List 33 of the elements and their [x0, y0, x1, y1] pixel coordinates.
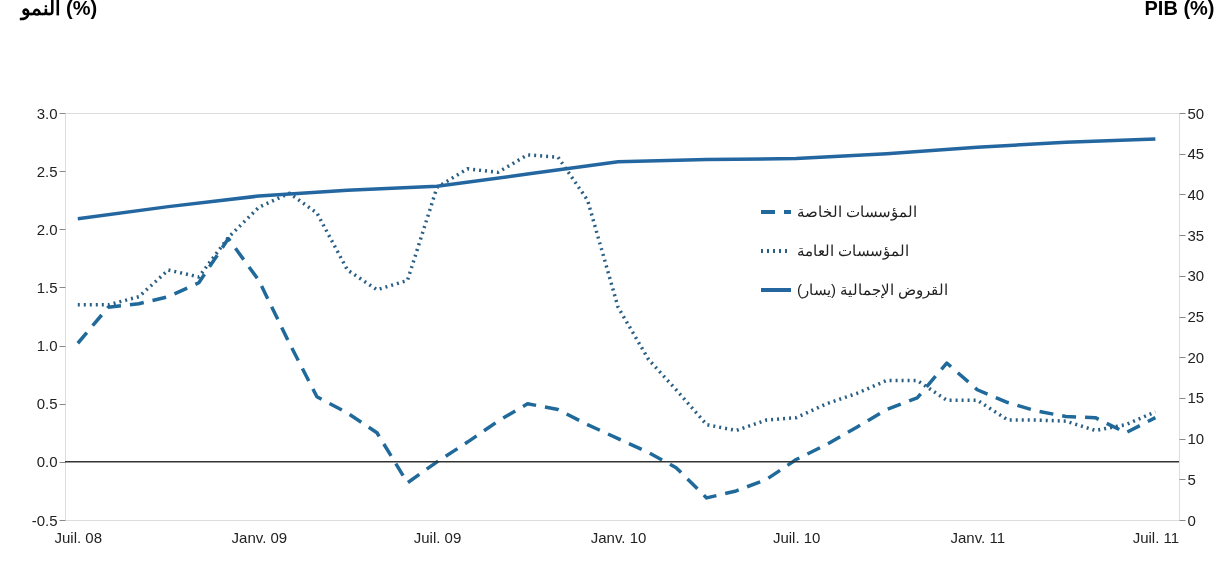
y-tick-label: 0.5 [36, 395, 58, 413]
x-tick-label: Juil. 08 [54, 528, 103, 546]
y-tick-label: 3.0 [36, 104, 58, 122]
legend-label: القروض الإجمالية (يسار) [797, 281, 949, 299]
y-tick-label: 0.0 [36, 453, 58, 471]
y2-tick-label: 15 [1187, 389, 1205, 407]
y-tick-label: 2.0 [36, 220, 58, 238]
line-series [76, 236, 1158, 500]
x-tick-label: Janv. 09 [231, 528, 288, 546]
legend-label: المؤسسات العامة [797, 242, 910, 260]
y2-tick-label: 30 [1187, 267, 1205, 285]
x-tick-label: Juil. 10 [772, 528, 821, 546]
x-tick-label: Juil. 11 [1132, 528, 1180, 546]
y2-tick-label: 45 [1187, 145, 1205, 163]
y2-tick-label: 40 [1187, 185, 1205, 203]
x-tick-label: Janv. 10 [590, 528, 647, 546]
y2-tick-label: 5 [1187, 470, 1196, 488]
y2-tick-label: 35 [1187, 226, 1205, 244]
line-series [76, 153, 1158, 433]
y2-tick-label: 20 [1187, 348, 1205, 366]
y2-tick-label: 25 [1187, 308, 1205, 325]
x-tick-label: Janv. 11 [950, 528, 1005, 546]
line-series [76, 137, 1158, 221]
y2-tick-label: 10 [1187, 430, 1205, 448]
y2-tick-label: 50 [1187, 104, 1205, 122]
legend-label: المؤسسات الخاصة [797, 203, 918, 221]
y2-tick-label: 0 [1187, 511, 1196, 529]
y-tick-label: 2.5 [36, 162, 58, 180]
x-tick-label: Juil. 09 [413, 528, 462, 546]
y2-axis-title: PIB (%) [1144, 0, 1215, 19]
y-tick-label: 1.0 [36, 337, 58, 355]
y-tick-label: 1.5 [36, 278, 58, 296]
y-tick-label: -0.5 [31, 511, 58, 529]
